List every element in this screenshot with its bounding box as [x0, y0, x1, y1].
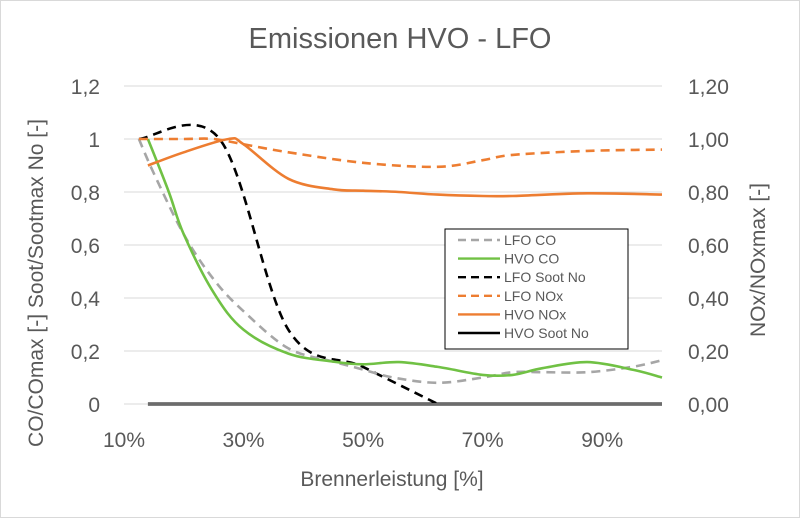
legend-label: HVO NOx — [504, 306, 566, 322]
legend: LFO CO HVO CO LFO Soot No LFO NOx HVO NOx HVO… — [444, 228, 629, 350]
y-right-tick-label: 1,00 — [688, 129, 729, 152]
y-right-tick-label: 0,00 — [688, 394, 729, 417]
x-tick-label: 70% — [462, 429, 504, 452]
x-tick-label: 10% — [103, 429, 145, 452]
chart-title: Emissionen HVO - LFO — [249, 23, 552, 55]
y-right-tick-label: 1,20 — [688, 76, 729, 99]
y-right-tick-label: 0,40 — [688, 288, 729, 311]
y-right-tick-label: 0,80 — [688, 182, 729, 205]
y-left-tick-label: 0,4 — [71, 288, 101, 311]
y-axis-left-title: CO/COmax [-] Soot/Sootmax No [-] — [25, 119, 48, 447]
legend-label: HVO CO — [504, 251, 559, 267]
x-tick-label: 30% — [223, 429, 265, 452]
y-left-tick-label: 0,8 — [71, 182, 100, 205]
legend-label: HVO Soot No — [504, 325, 589, 341]
x-tick-label: 50% — [342, 429, 384, 452]
series-line-hvo-nox — [147, 137, 663, 198]
series-line-lfo-soot-no — [138, 123, 439, 406]
y-left-tick-label: 0,6 — [71, 235, 100, 258]
legend-box — [444, 228, 629, 350]
y-left-tick-label: 1 — [88, 129, 100, 152]
legend-label: LFO Soot No — [504, 269, 586, 285]
y-left-tick-label: 0 — [88, 394, 100, 417]
series-line-hvo-co — [146, 138, 663, 379]
series-line-lfo-co — [137, 138, 663, 385]
series-line-lfo-nox — [138, 137, 663, 169]
y-axis-right-title: NOx/NOxmax [-] — [747, 183, 770, 337]
y-right-tick-label: 0,60 — [688, 235, 729, 258]
y-right-tick-label: 0,20 — [688, 341, 729, 364]
series-lines — [137, 123, 663, 406]
legend-label: LFO NOx — [504, 288, 563, 304]
y-left-tick-label: 0,2 — [71, 341, 100, 364]
x-axis-title: Brennerleistung [%] — [300, 468, 483, 491]
y-left-tick-label: 1,2 — [71, 76, 100, 99]
axes: 0 0,2 0,4 0,6 0,8 1 1,2 0,00 0,20 0,40 0,60 0,80 1,0… — [71, 76, 729, 452]
x-tick-label: 90% — [581, 429, 623, 452]
legend-label: LFO CO — [504, 232, 556, 248]
